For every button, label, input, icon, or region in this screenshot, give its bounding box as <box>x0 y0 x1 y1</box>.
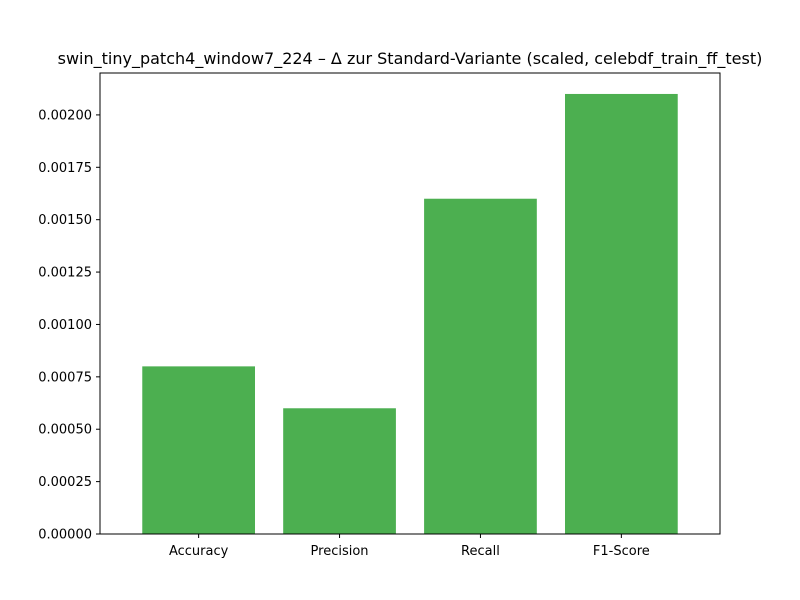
bar-recall <box>424 198 537 534</box>
x-tick-label: Accuracy <box>169 544 229 559</box>
plot-frame <box>99 72 721 535</box>
y-tick-label: 0.00075 <box>38 370 92 385</box>
y-tick-label: 0.00000 <box>38 528 92 543</box>
y-tick-label: 0.00050 <box>38 423 92 438</box>
x-axis: Accuracy Precision Recall F1-Score <box>169 534 650 559</box>
y-axis: 0.00000 0.00025 0.00050 0.00075 0.00100 0.001… <box>38 108 100 543</box>
bar-accuracy <box>142 366 255 534</box>
bars-layer <box>142 93 678 535</box>
y-tick-label: 0.00150 <box>38 213 92 228</box>
x-tick-label: Precision <box>311 544 369 559</box>
chart-title: swin_tiny_patch4_window7_224 – Δ zur Sta… <box>58 49 763 69</box>
y-tick-label: 0.00175 <box>38 161 92 176</box>
y-tick-label: 0.00125 <box>38 266 92 281</box>
bar-precision <box>283 408 396 534</box>
x-tick-label: F1-Score <box>593 544 650 559</box>
y-tick-label: 0.00100 <box>38 318 92 333</box>
y-tick-label: 0.00200 <box>38 108 92 123</box>
bar-f1-score <box>565 93 678 535</box>
x-tick-label: Recall <box>461 544 500 559</box>
y-tick-label: 0.00025 <box>38 475 92 490</box>
